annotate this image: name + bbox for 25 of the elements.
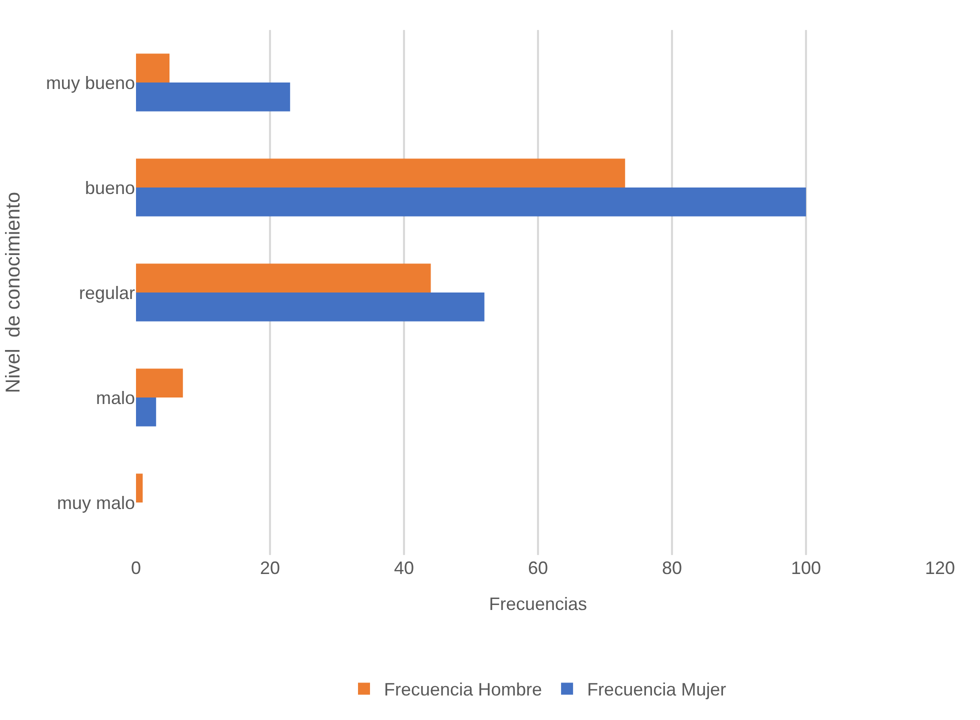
legend-label: Frecuencia Mujer bbox=[587, 680, 726, 700]
x-tick-label: 40 bbox=[394, 558, 414, 578]
bar bbox=[136, 54, 170, 82]
y-axis-title: Nivel de conocimiento bbox=[2, 192, 24, 394]
bar bbox=[136, 264, 431, 292]
y-tick-label: muy malo bbox=[56, 492, 135, 513]
x-tick-label: 20 bbox=[260, 558, 280, 578]
x-axis-title: Frecuencias bbox=[488, 594, 588, 614]
y-tick-label: malo bbox=[96, 388, 135, 408]
x-tick-label: 120 bbox=[924, 558, 956, 578]
y-tick-label: bueno bbox=[84, 178, 135, 198]
legend-label: Frecuencia Hombre bbox=[384, 680, 542, 700]
bar bbox=[136, 368, 183, 398]
bar bbox=[136, 398, 156, 426]
bar bbox=[136, 292, 484, 322]
bar bbox=[136, 82, 290, 112]
bar bbox=[136, 474, 143, 502]
x-tick-label: 80 bbox=[662, 558, 682, 578]
bar bbox=[136, 158, 626, 188]
x-tick-label: 60 bbox=[528, 558, 548, 578]
bar bbox=[136, 188, 806, 216]
x-tick-label: 0 bbox=[130, 558, 142, 578]
y-tick-label: regular bbox=[78, 282, 136, 303]
x-tick-label: 100 bbox=[790, 558, 822, 578]
y-tick-label: muy bueno bbox=[46, 72, 135, 93]
